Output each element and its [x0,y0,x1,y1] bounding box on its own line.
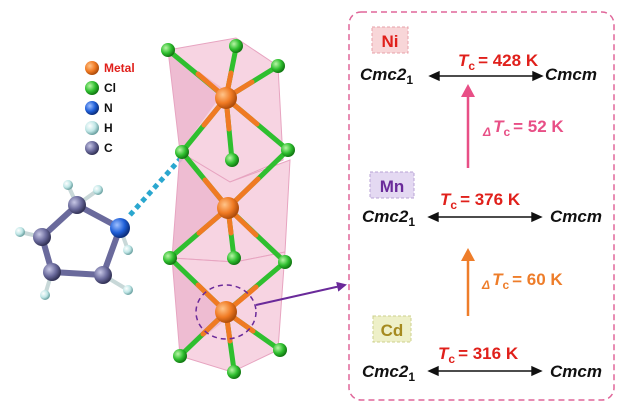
metal-badge-ni [371,26,409,54]
up-arrow-icon [461,248,475,261]
phase-right-mn: Cmcm [550,207,602,226]
carbon-atom [94,266,112,284]
hydrogen-atom [123,245,133,255]
delta-label-ni-mn: Δ Tc = 52 K [482,117,564,139]
legend-label-metal: Metal [104,61,135,75]
chlorine-atom [175,145,189,159]
nitrogen-atom-icon [85,101,99,115]
hydrogen-atom [93,185,103,195]
phase-left-ni: Cmc21 [360,65,413,87]
legend-item-c: C [85,141,113,155]
hydrogen-atom [40,290,50,300]
metal-chloride-bonds [165,45,291,373]
tc-label-mn: Tc = 376 K [440,190,521,212]
octahedral-chain [161,37,347,379]
hydrogen-atom [123,285,133,295]
section-ni: Ni Tc = 428 K Cmc21 Cmcm [360,26,597,87]
pyrrolidinium-cation [15,155,184,300]
metal-atom [215,301,237,323]
legend-label-cl: Cl [104,81,116,95]
metal-badge-cd [372,315,412,343]
section-mn: Mn Tc = 376 K Cmc21 Cmcm [362,171,602,229]
carbon-atom [68,196,86,214]
metal-atoms [215,87,239,323]
chlorine-atom [278,255,292,269]
metal-label-cd: Cd [381,321,404,340]
phase-left-mn: Cmc21 [362,207,415,229]
delta-ni-mn: Δ Tc = 52 K [461,84,564,168]
tc-label-ni: Tc = 428 K [458,51,539,73]
chlorine-atom [225,153,239,167]
phase-right-cd: Cmcm [550,362,602,381]
double-arrow-cd [427,365,543,377]
hydrogen-atom [63,180,73,190]
legend-label-c: C [104,141,113,155]
octahedra-shade [168,50,228,356]
double-arrow-ni [428,70,544,82]
legend-item-metal: Metal [85,61,135,75]
chlorine-atom [161,43,175,57]
chlorine-atom [273,343,287,357]
carbon-atom [33,228,51,246]
phase-left-cd: Cmc21 [362,362,415,384]
chlorine-atom [227,365,241,379]
nitrogen-atom [110,218,130,238]
legend-item-n: N [85,101,113,115]
delta-label-mn-cd: Δ Tc = 60 K [481,270,563,292]
metal-atom [217,197,239,219]
chlorine-atom [281,143,295,157]
pointer-arrow [255,281,347,306]
carbon-atom-icon [85,141,99,155]
legend-label-n: N [104,101,113,115]
legend-label-h: H [104,121,113,135]
metal-label-ni: Ni [382,32,399,51]
panel-border [348,11,615,401]
metal-badge-mn [369,171,415,199]
chlorine-atom [271,59,285,73]
phase-right-ni: Cmcm [545,65,597,84]
chlorine-atom-icon [85,81,99,95]
section-cd: Cd Tc = 316 K Cmc21 Cmcm [362,315,602,384]
phase-transition-panel: Ni Tc = 428 K Cmc21 Cmcm Δ Tc = 52 K Mn Tc =… [348,11,615,401]
hydrogen-bond [128,155,184,217]
chlorine-atom [229,39,243,53]
chloride-atoms [161,39,295,379]
tc-label-cd: Tc = 316 K [438,344,519,366]
metal-atom [215,87,237,109]
metal-atom-icon [85,61,99,75]
metal-label-mn: Mn [380,177,405,196]
chlorine-atom [163,251,177,265]
double-arrow-mn [427,211,543,223]
metal-highlight-circle [195,284,257,340]
atom-legend: Metal Cl N H C [85,61,135,155]
hydrogen-atom-icon [85,121,99,135]
up-arrow-icon [461,84,475,97]
legend-item-h: H [85,121,113,135]
chlorine-atom [173,349,187,363]
legend-item-cl: Cl [85,81,116,95]
hydrogen-atom [15,227,25,237]
delta-mn-cd: Δ Tc = 60 K [461,248,563,316]
chlorine-atom [227,251,241,265]
carbon-atom [43,263,61,281]
